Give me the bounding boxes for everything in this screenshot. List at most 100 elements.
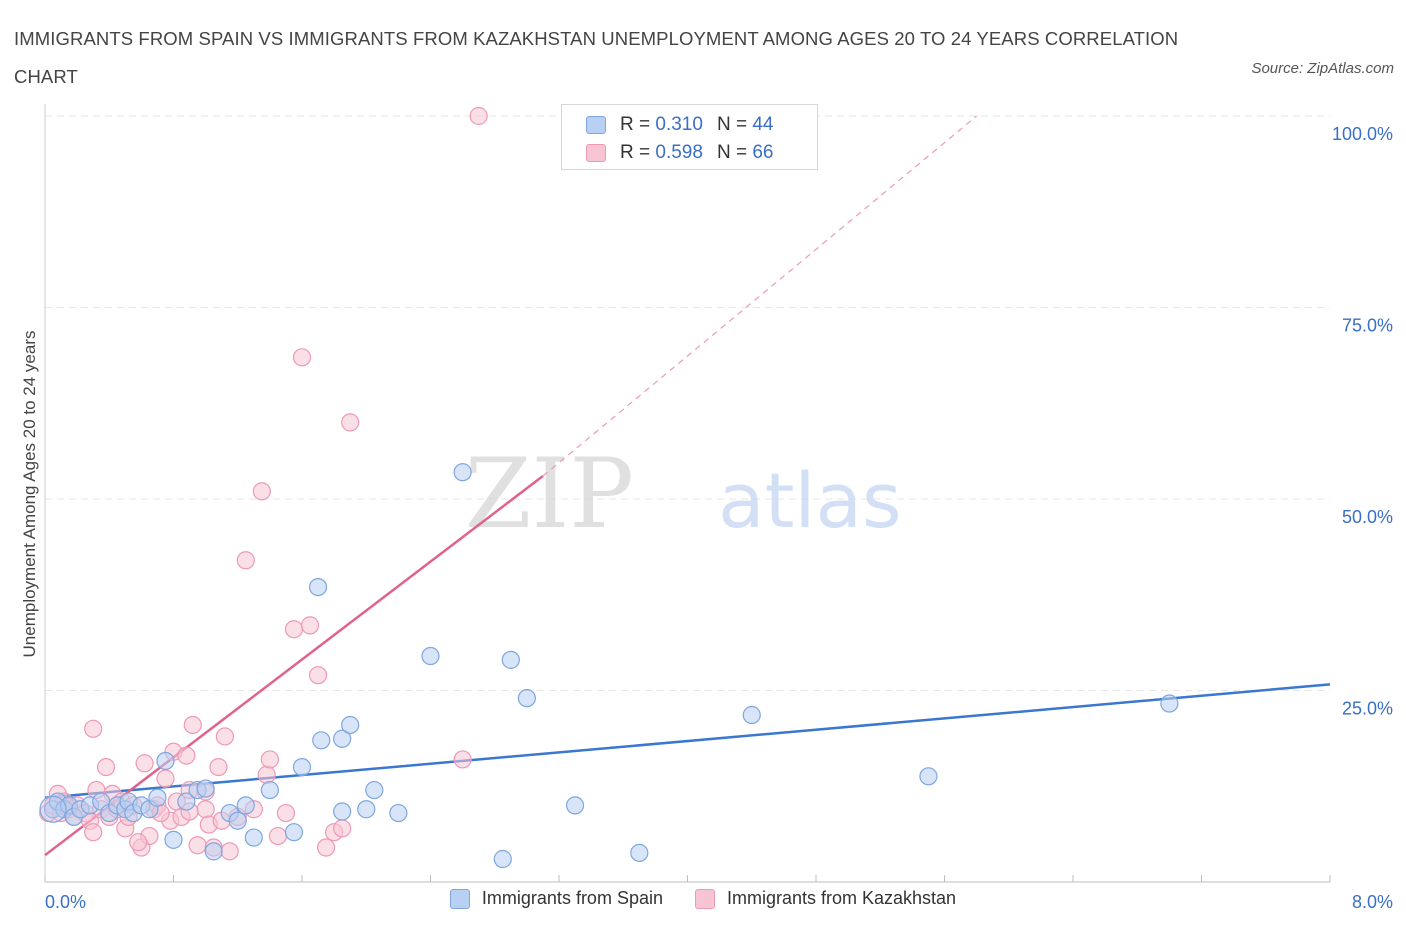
- correlation-legend: R = 0.310 N = 44 R = 0.598 N = 66: [561, 104, 818, 170]
- legend-n-value-spain: 44: [752, 114, 774, 135]
- point-kazakhstan: [84, 823, 103, 842]
- point-spain: [365, 780, 384, 800]
- point-spain: [204, 842, 223, 861]
- point-spain: [236, 796, 255, 815]
- point-kazakhstan: [84, 719, 103, 738]
- point-kazakhstan: [156, 769, 175, 788]
- x-tick-label: 8.0%: [1352, 892, 1393, 912]
- data-points: [39, 106, 1179, 869]
- point-cluster-spain: [39, 795, 67, 823]
- series-label-kazakhstan: Immigrants from Kazakhstan: [726, 888, 957, 908]
- point-kazakhstan: [453, 750, 472, 769]
- y-axis-label: Unemployment Among Ages 20 to 24 years: [20, 330, 39, 658]
- point-spain: [333, 729, 352, 748]
- y-tick-labels: 25.0% 50.0% 75.0% 100.0%: [1332, 124, 1393, 719]
- point-kazakhstan: [333, 819, 352, 838]
- legend-swatch-spain: [586, 116, 606, 134]
- point-spain: [312, 731, 331, 750]
- point-spain: [357, 800, 376, 819]
- source-label: Source: ZipAtlas.com: [1251, 60, 1394, 77]
- point-kazakhstan: [300, 616, 320, 635]
- point-spain: [421, 646, 440, 666]
- point-spain: [742, 705, 761, 725]
- point-kazakhstan: [129, 833, 148, 852]
- y-tick-label: 75.0%: [1342, 316, 1393, 336]
- point-kazakhstan: [268, 826, 288, 846]
- trend-line-spain: [44, 683, 1331, 799]
- legend-row-kazakhstan: R = 0.598 N = 66: [586, 139, 773, 167]
- y-tick-label: 100.0%: [1332, 124, 1393, 144]
- point-kazakhstan: [188, 836, 207, 855]
- point-kazakhstan: [252, 482, 271, 501]
- point-kazakhstan: [260, 750, 279, 769]
- point-spain: [148, 788, 167, 807]
- series-swatch-spain: [449, 888, 470, 909]
- point-kazakhstan: [284, 620, 304, 639]
- point-kazakhstan: [135, 754, 154, 773]
- point-spain: [919, 767, 938, 786]
- point-spain: [565, 796, 585, 815]
- legend-row-spain: R = 0.310 N = 44: [586, 111, 773, 139]
- trend-lines: [44, 115, 1331, 857]
- point-spain: [156, 751, 175, 771]
- gridlines: [45, 115, 1330, 691]
- point-spain: [244, 828, 263, 847]
- series-legend: Immigrants from Spain Immigrants from Ka…: [0, 888, 1406, 909]
- legend-n-label-spain: N =: [716, 114, 748, 135]
- point-spain: [196, 779, 215, 798]
- legend-r-label-spain: R =: [620, 114, 651, 135]
- series-label-spain: Immigrants from Spain: [481, 888, 663, 908]
- legend-r-label-kazakhstan: R =: [620, 142, 651, 163]
- x-tick-labels: 0.0% 8.0%: [45, 892, 1393, 912]
- series-swatch-kazakhstan: [694, 888, 715, 909]
- trend-line-kazakhstan: [44, 475, 544, 857]
- point-spain: [630, 843, 649, 862]
- point-kazakhstan: [276, 803, 296, 823]
- point-spain: [292, 757, 312, 777]
- series-legend-kazakhstan: Immigrants from Kazakhstan: [694, 888, 957, 909]
- point-spain: [260, 780, 279, 800]
- y-tick-label: 25.0%: [1342, 699, 1393, 719]
- axes: [44, 104, 1331, 883]
- point-spain: [333, 802, 352, 821]
- x-tick-label: 0.0%: [45, 892, 86, 912]
- point-spain: [164, 830, 183, 849]
- watermark-zip: ZIP: [465, 438, 634, 550]
- point-kazakhstan: [177, 746, 196, 765]
- point-kazakhstan: [257, 765, 276, 784]
- point-spain: [284, 823, 304, 842]
- point-kazakhstan: [308, 666, 328, 685]
- legend-swatch-kazakhstan: [586, 144, 606, 162]
- point-spain: [501, 650, 520, 669]
- point-spain: [493, 849, 512, 869]
- point-kazakhstan: [316, 838, 336, 857]
- point-kazakhstan: [215, 727, 234, 746]
- point-spain: [341, 715, 360, 735]
- point-spain: [1160, 694, 1179, 713]
- legend-n-value-kazakhstan: 66: [752, 142, 774, 163]
- trend-extension-kazakhstan: [542, 115, 978, 477]
- point-kazakhstan: [209, 757, 228, 777]
- point-spain: [308, 577, 328, 597]
- point-kazakhstan: [469, 106, 488, 126]
- point-spain: [389, 803, 408, 823]
- point-spain: [453, 463, 472, 482]
- point-kazakhstan: [236, 551, 255, 570]
- point-kazakhstan: [220, 842, 239, 861]
- y-tick-label: 50.0%: [1342, 507, 1393, 527]
- chart-title: IMMIGRANTS FROM SPAIN VS IMMIGRANTS FROM…: [14, 28, 1179, 87]
- point-spain: [177, 792, 196, 811]
- point-kazakhstan: [196, 800, 215, 819]
- legend-r-value-spain: 0.310: [655, 114, 703, 135]
- point-spain: [228, 811, 247, 830]
- point-spain: [517, 689, 536, 708]
- point-kazakhstan: [341, 413, 360, 432]
- series-legend-spain: Immigrants from Spain: [449, 888, 663, 909]
- point-kazakhstan: [292, 348, 312, 367]
- watermark-atlas: atlas: [718, 456, 902, 545]
- point-kazakhstan: [183, 715, 202, 735]
- legend-n-label-kazakhstan: N =: [716, 142, 748, 163]
- legend-r-value-kazakhstan: 0.598: [655, 142, 703, 163]
- point-kazakhstan: [96, 757, 116, 777]
